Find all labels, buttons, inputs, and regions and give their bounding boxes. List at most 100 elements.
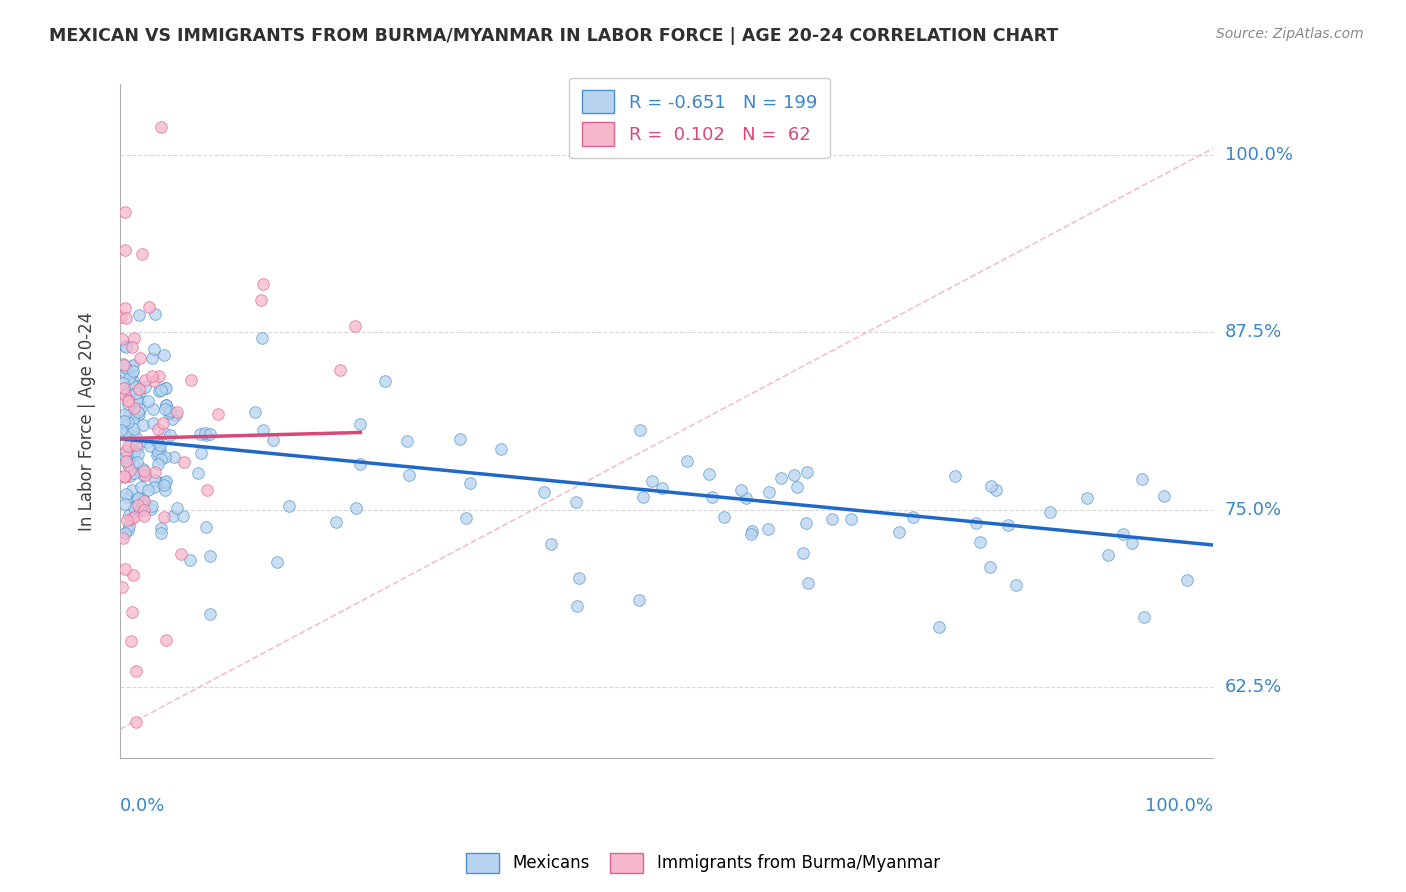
Point bbox=[125, 715, 148, 730]
Point bbox=[121, 358, 143, 372]
Point bbox=[1112, 527, 1135, 541]
Point bbox=[734, 491, 756, 506]
Point bbox=[134, 373, 156, 387]
Point bbox=[128, 502, 150, 516]
Point bbox=[150, 452, 173, 467]
Point bbox=[134, 380, 156, 394]
Point bbox=[141, 499, 163, 513]
Point bbox=[782, 467, 804, 482]
Point bbox=[120, 463, 142, 477]
Point bbox=[117, 439, 139, 453]
Point bbox=[120, 634, 142, 648]
Point bbox=[841, 512, 863, 526]
Point bbox=[887, 524, 910, 539]
Point bbox=[162, 509, 184, 524]
Point bbox=[159, 428, 181, 442]
Point bbox=[121, 377, 143, 392]
Point bbox=[122, 466, 145, 480]
Point bbox=[651, 481, 673, 495]
Point bbox=[243, 405, 266, 419]
Point bbox=[200, 549, 222, 563]
Point bbox=[114, 470, 136, 484]
Point bbox=[121, 359, 143, 373]
Point bbox=[568, 571, 591, 585]
Point bbox=[564, 494, 586, 508]
Point bbox=[114, 450, 136, 464]
Point bbox=[155, 633, 177, 648]
Point bbox=[122, 331, 145, 345]
Point bbox=[117, 416, 139, 430]
Point bbox=[114, 407, 136, 421]
Point bbox=[114, 366, 136, 380]
Point bbox=[122, 510, 145, 524]
Point bbox=[136, 483, 159, 498]
Point bbox=[143, 473, 166, 487]
Point bbox=[153, 401, 176, 416]
Point bbox=[117, 513, 139, 527]
Point bbox=[143, 307, 166, 321]
Point bbox=[136, 435, 159, 450]
Point bbox=[115, 360, 138, 375]
Point bbox=[146, 444, 169, 458]
Point bbox=[149, 526, 172, 541]
Point bbox=[129, 351, 152, 366]
Point bbox=[111, 332, 134, 346]
Point bbox=[131, 247, 153, 261]
Point bbox=[143, 342, 166, 356]
Point bbox=[125, 503, 148, 517]
Point bbox=[117, 396, 139, 410]
Point bbox=[143, 465, 166, 479]
Point bbox=[132, 508, 155, 523]
Point bbox=[278, 499, 301, 513]
Point bbox=[121, 436, 143, 450]
Point bbox=[194, 426, 217, 441]
Point bbox=[163, 450, 186, 464]
Point bbox=[111, 580, 134, 594]
Point bbox=[111, 382, 134, 396]
Point bbox=[127, 491, 149, 505]
Point bbox=[141, 351, 163, 365]
Point bbox=[142, 480, 165, 494]
Point bbox=[132, 418, 155, 433]
Point bbox=[127, 503, 149, 517]
Point bbox=[124, 500, 146, 515]
Point bbox=[150, 383, 173, 397]
Point bbox=[153, 475, 176, 489]
Point bbox=[132, 468, 155, 483]
Point bbox=[110, 470, 132, 484]
Point bbox=[125, 392, 148, 407]
Point bbox=[114, 562, 136, 576]
Point bbox=[136, 394, 159, 409]
Point bbox=[344, 318, 367, 333]
Point bbox=[155, 381, 177, 395]
Point bbox=[159, 404, 181, 418]
Point bbox=[127, 501, 149, 516]
Point bbox=[170, 547, 193, 561]
Point bbox=[641, 474, 664, 488]
Point bbox=[112, 381, 135, 395]
Point bbox=[979, 560, 1001, 574]
Point bbox=[142, 401, 165, 416]
Point bbox=[146, 422, 169, 436]
Point bbox=[117, 392, 139, 407]
Point bbox=[127, 447, 149, 461]
Point bbox=[129, 401, 152, 416]
Point bbox=[118, 451, 141, 466]
Point bbox=[121, 567, 143, 582]
Point bbox=[117, 490, 139, 504]
Point bbox=[141, 369, 163, 384]
Point bbox=[131, 492, 153, 507]
Point bbox=[117, 458, 139, 472]
Point bbox=[997, 518, 1019, 533]
Point bbox=[125, 455, 148, 469]
Point bbox=[124, 386, 146, 401]
Point bbox=[142, 374, 165, 388]
Point bbox=[125, 665, 148, 679]
Point bbox=[146, 434, 169, 449]
Point bbox=[112, 376, 135, 391]
Point bbox=[374, 374, 396, 388]
Point bbox=[112, 531, 135, 545]
Point bbox=[114, 414, 136, 428]
Point bbox=[179, 553, 201, 567]
Point bbox=[115, 443, 138, 458]
